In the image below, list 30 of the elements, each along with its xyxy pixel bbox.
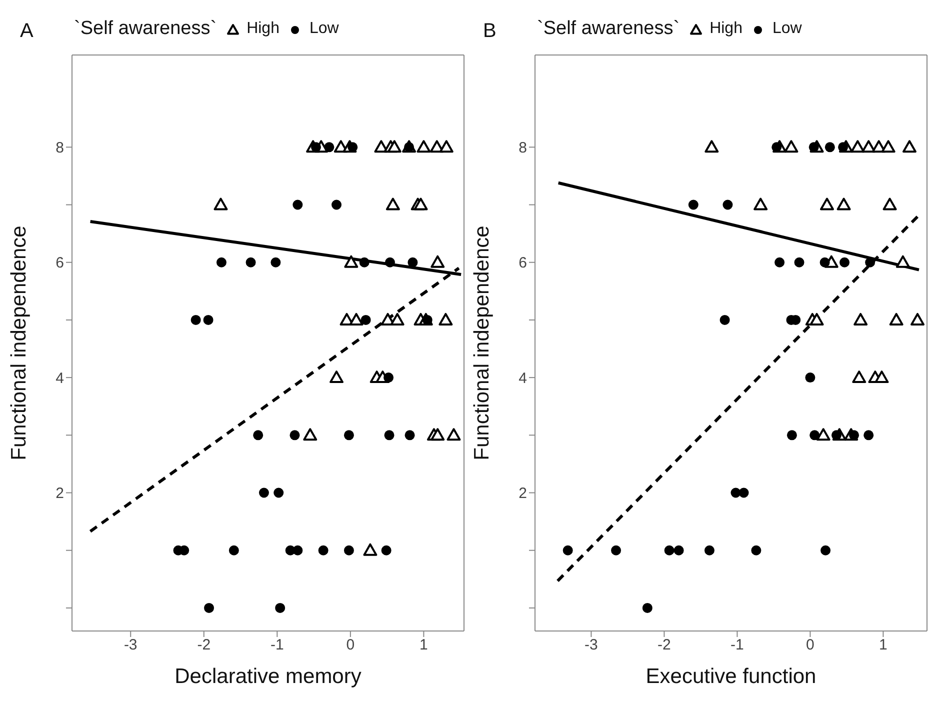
y-tick-label: 6 [56,254,64,272]
x-axis-title: Executive function [646,665,816,688]
x-axis-title: Declarative memory [174,665,362,688]
x-tick-label: -1 [270,636,284,654]
legend-label: Low [771,20,802,38]
y-tick-label: 4 [518,370,527,387]
x-tick-label: 0 [806,636,814,654]
y-tick-label: 2 [56,485,64,502]
legend-label: High [708,20,742,38]
x-tick-label: -2 [197,636,211,654]
y-axis-title: Functional independence [470,226,494,460]
x-tick-label: 1 [879,636,888,654]
legend-label: High [246,20,280,38]
x-tick-label: -3 [124,636,138,654]
x-tick-label: 1 [420,636,428,654]
x-tick-label: -2 [658,636,671,654]
chart-title: B [483,20,496,43]
chart-title: A [20,20,34,43]
x-tick-label: -3 [584,636,598,654]
x-tick-label: 0 [346,636,355,654]
y-tick-label: 8 [518,139,527,156]
x-tick-label: -1 [730,636,744,654]
legend-label: Low [308,20,339,38]
y-tick-label: 2 [518,485,527,502]
y-axis-title: Functional independence [7,226,30,460]
y-tick-label: 8 [56,139,64,156]
legend-title: `Self awareness` [74,18,217,40]
y-tick-label: 4 [56,370,64,387]
legend-title: `Self awareness` [537,18,680,40]
y-tick-label: 6 [518,254,527,272]
